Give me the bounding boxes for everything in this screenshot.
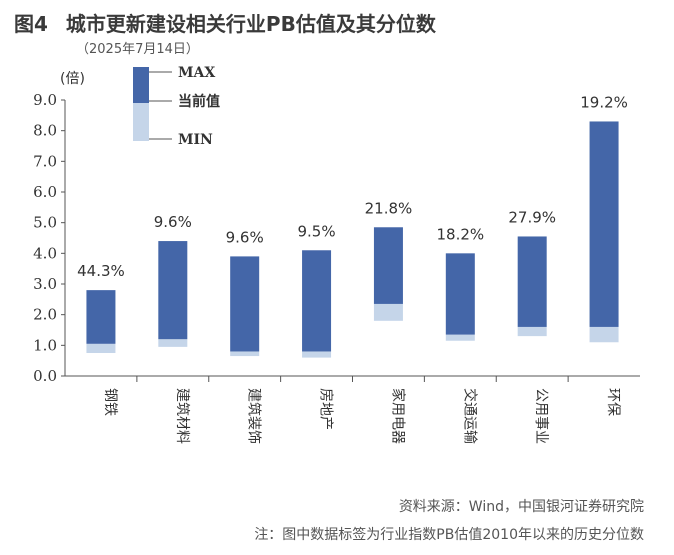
y-tick-label: 4.0 (33, 244, 57, 262)
category-label: 建筑材料 (174, 388, 190, 444)
bar-lower-segment (589, 326, 619, 343)
y-tick-label: 0.0 (33, 367, 57, 385)
y-axis-label: (倍) (60, 71, 85, 87)
source-note: 资料来源：Wind，中国银河证券研究院 (398, 499, 644, 515)
y-tick-label: 9.0 (33, 91, 57, 109)
bar-lower-segment (86, 343, 116, 353)
chart-title: 城市更新建设相关行业PB估值及其分位数 (65, 12, 436, 36)
bar-upper-segment (302, 250, 332, 352)
title-bar: 图4 城市更新建设相关行业PB估值及其分位数 (14, 8, 436, 37)
bar-upper-segment (589, 121, 619, 327)
bar-lower-segment (373, 303, 403, 321)
y-tick-label: 6.0 (33, 183, 57, 201)
bar-upper-segment (517, 236, 547, 327)
category-label: 房地产 (318, 388, 334, 430)
bar-lower-segment (158, 339, 188, 347)
bar-upper-segment (86, 290, 116, 344)
legend-swatch-min (133, 103, 149, 141)
data-label: 21.8% (365, 199, 413, 217)
figure-label: 图4 (14, 12, 48, 36)
legend-swatch-max (133, 67, 149, 103)
data-label: 27.9% (508, 208, 556, 226)
bar-upper-segment (230, 256, 260, 352)
bar-lower-segment (517, 326, 547, 337)
category-label: 钢铁 (102, 388, 118, 416)
y-tick-label: 5.0 (33, 214, 57, 232)
legend-label-max: MAX (178, 65, 215, 81)
legend-label-min: MIN (178, 132, 213, 148)
data-label: 19.2% (580, 93, 628, 111)
data-label: 9.5% (298, 222, 336, 240)
data-label: 18.2% (436, 225, 484, 243)
category-label: 建筑装饰 (246, 388, 262, 444)
bar-lower-segment (445, 334, 475, 341)
footnote: 注：图中数据标签为行业指数PB估值2010年以来的历史分位数 (254, 527, 644, 543)
pb-range-chart: 0.0 1.0 2.0 3.0 4.0 5.0 6.0 7.0 8.0 9.0(倍) 44.3% 钢铁… (33, 65, 640, 444)
category-label: 家用电器 (389, 388, 406, 444)
bar-upper-segment (445, 253, 475, 335)
data-label: 9.6% (226, 228, 264, 246)
category-label: 公用事业 (533, 388, 549, 444)
data-label: 44.3% (77, 262, 125, 280)
category-label: 环保 (605, 388, 621, 416)
bar-upper-segment (158, 241, 188, 340)
legend-label-current: 当前值 (178, 93, 220, 110)
y-tick-label: 8.0 (33, 122, 57, 140)
chart-subtitle: （2025年7月14日） (76, 42, 199, 57)
y-tick-label: 1.0 (33, 336, 57, 354)
y-tick-label: 3.0 (33, 275, 57, 293)
y-tick-label: 7.0 (33, 152, 57, 170)
bar-lower-segment (302, 351, 332, 358)
y-tick-label: 2.0 (33, 306, 57, 324)
data-label: 9.6% (154, 213, 192, 231)
bar-upper-segment (373, 227, 403, 304)
category-label: 交通运输 (461, 388, 478, 444)
bar-lower-segment (230, 351, 260, 357)
